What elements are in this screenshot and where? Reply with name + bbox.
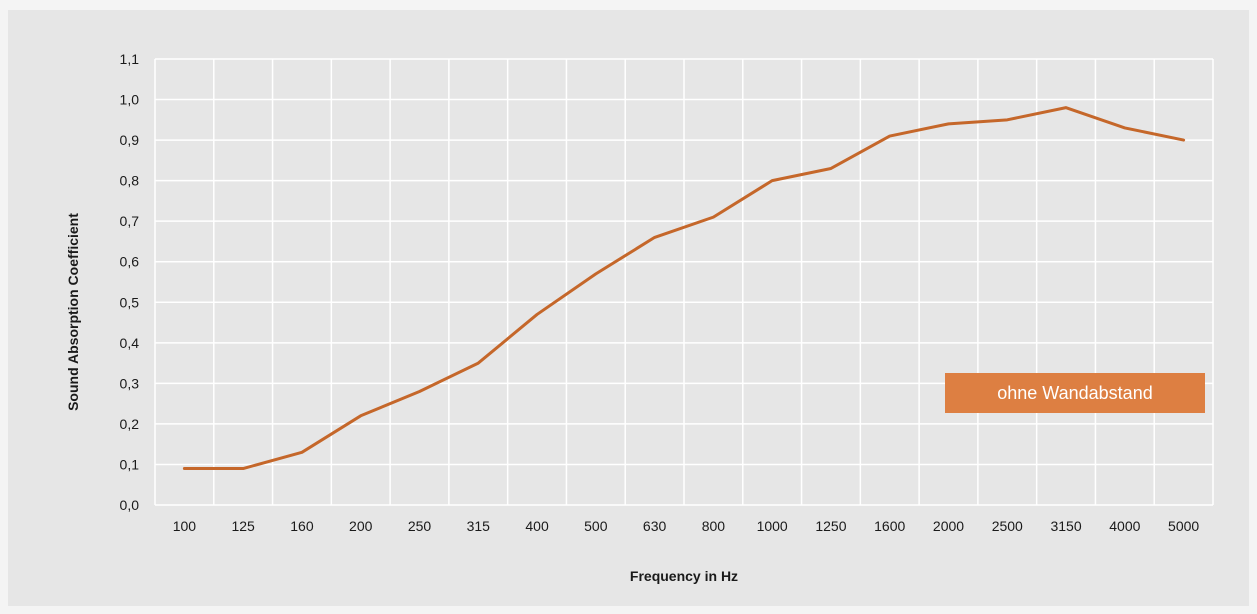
y-tick-label: 0,1 [120, 456, 140, 472]
chart-frame [8, 10, 1249, 606]
x-tick-label: 125 [231, 518, 255, 534]
x-tick-label: 5000 [1168, 518, 1199, 534]
x-tick-label: 4000 [1109, 518, 1140, 534]
y-tick-label: 1,1 [120, 51, 140, 67]
legend-item: ohne Wandabstand [945, 373, 1205, 413]
x-axis-title: Frequency in Hz [630, 568, 738, 584]
y-tick-label: 0,3 [120, 375, 140, 391]
y-tick-label: 0,2 [120, 416, 140, 432]
x-tick-labels: 100 125 160 200 250 315 400 500 630 800 1000 1250 16… [173, 518, 1200, 534]
y-tick-label: 0,8 [120, 173, 140, 189]
x-tick-label: 1600 [874, 518, 905, 534]
y-axis-title: Sound Absorption Coefficient [65, 213, 81, 411]
y-tick-label: 1,0 [120, 92, 140, 108]
y-tick-label: 0,6 [120, 254, 140, 270]
x-tick-label: 160 [290, 518, 314, 534]
grid-lines [154, 58, 1214, 506]
y-tick-labels: 0,0 0,1 0,2 0,3 0,4 0,5 0,6 0,7 0,8 0,9 1,0 1,1 [120, 51, 140, 513]
series-lines [182, 106, 1186, 471]
x-tick-label: 1000 [757, 518, 788, 534]
x-tick-label: 1250 [815, 518, 846, 534]
y-tick-label: 0,9 [120, 132, 140, 148]
x-tick-label: 630 [643, 518, 667, 534]
x-tick-label: 500 [584, 518, 608, 534]
y-tick-label: 0,7 [120, 213, 140, 229]
x-tick-label: 250 [408, 518, 432, 534]
x-tick-label: 200 [349, 518, 373, 534]
x-tick-label: 3150 [1050, 518, 1081, 534]
y-tick-label: 0,4 [120, 335, 140, 351]
legend-label: ohne Wandabstand [997, 382, 1153, 403]
x-tick-label: 2000 [933, 518, 964, 534]
x-tick-label: 315 [467, 518, 491, 534]
y-tick-label: 0,5 [120, 294, 140, 310]
series-line [182, 106, 1186, 471]
x-tick-label: 400 [525, 518, 549, 534]
y-tick-label: 0,0 [120, 497, 140, 513]
x-tick-label: 800 [702, 518, 726, 534]
x-tick-label: 100 [173, 518, 197, 534]
x-tick-label: 2500 [992, 518, 1023, 534]
